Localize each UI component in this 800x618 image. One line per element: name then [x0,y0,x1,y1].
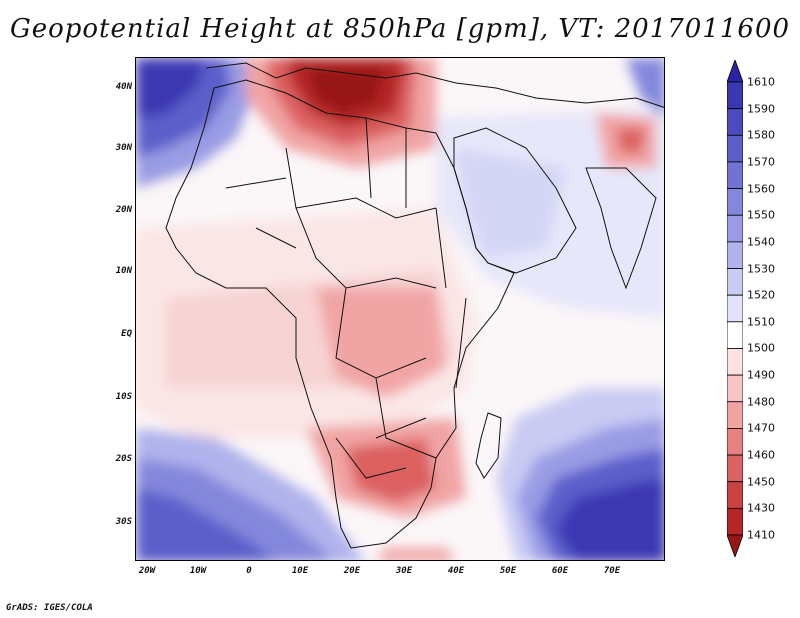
shaded-field [136,58,664,560]
colorbar-cell [727,348,743,376]
colorbar-cell [727,321,743,349]
colorbar-cell [727,428,743,456]
colorbar-cell [727,188,743,216]
y-tick-label: 30N [115,143,132,153]
colorbar-cell [727,161,743,189]
colorbar-cell [727,294,743,323]
colorbar-cell [727,134,743,163]
colorbar-cell [727,401,743,429]
colorbar-cell [727,108,743,136]
colorbar-label: 1430 [747,501,775,515]
colorbar-label: 1580 [747,128,775,142]
colorbar-label: 1470 [747,421,775,435]
chart-title: Geopotential Height at 850hPa [gpm], VT:… [9,14,791,44]
colorbar-cell [727,81,743,110]
x-tick-label: 20W [138,566,156,576]
footer-credit: GrADS: IGES/COLA [6,603,93,613]
colorbar-label: 1540 [747,235,775,249]
colorbar-label: 1530 [747,262,775,276]
colorbar-label: 1510 [747,315,775,329]
x-tick-label: 10E [291,566,309,576]
x-tick-label: 50E [499,566,517,576]
y-tick-label: 30S [115,517,132,527]
y-tick-label: 20S [115,454,132,464]
colorbar-label: 1500 [747,341,775,355]
colorbar-cell [727,214,743,243]
colorbar-label: 1450 [747,475,775,489]
colorbar-label: 1610 [747,75,775,89]
colorbar-cell [727,241,743,269]
colorbar-label: 1460 [747,448,775,462]
colorbar-cap-top [727,60,743,83]
y-tick-label: 20N [115,205,132,215]
colorbar-cap-bottom [727,534,743,557]
x-tick-label: 10W [189,566,207,576]
y-tick-label: 40N [115,82,132,92]
x-tick-label: 60E [551,566,569,576]
x-tick-label: 70E [603,566,621,576]
colorbar-label: 1570 [747,155,775,169]
colorbar-label: 1550 [747,208,775,222]
colorbar-cell [727,481,743,509]
colorbar-cell [727,454,743,483]
contour-map [136,58,664,560]
y-tick-label: EQ [121,329,132,339]
map-panel [135,57,665,561]
y-tick-label: 10N [115,266,132,276]
x-tick-label: 30E [395,566,413,576]
x-tick-label: 0 [246,566,252,576]
colorbar-label: 1520 [747,288,775,302]
colorbar-label: 1560 [747,182,775,196]
colorbar-label: 1480 [747,395,775,409]
colorbar-label: 1410 [747,528,775,542]
colorbar-label: 1590 [747,102,775,116]
colorbar-cell [727,268,743,296]
colorbar [727,60,743,557]
x-tick-label: 20E [343,566,361,576]
colorbar-cell [727,374,743,403]
colorbar-cell [727,507,743,536]
colorbar-label: 1490 [747,368,775,382]
y-tick-label: 10S [115,392,132,402]
colorbar-cells [727,60,743,557]
coastlines [165,62,664,549]
x-tick-label: 40E [447,566,465,576]
